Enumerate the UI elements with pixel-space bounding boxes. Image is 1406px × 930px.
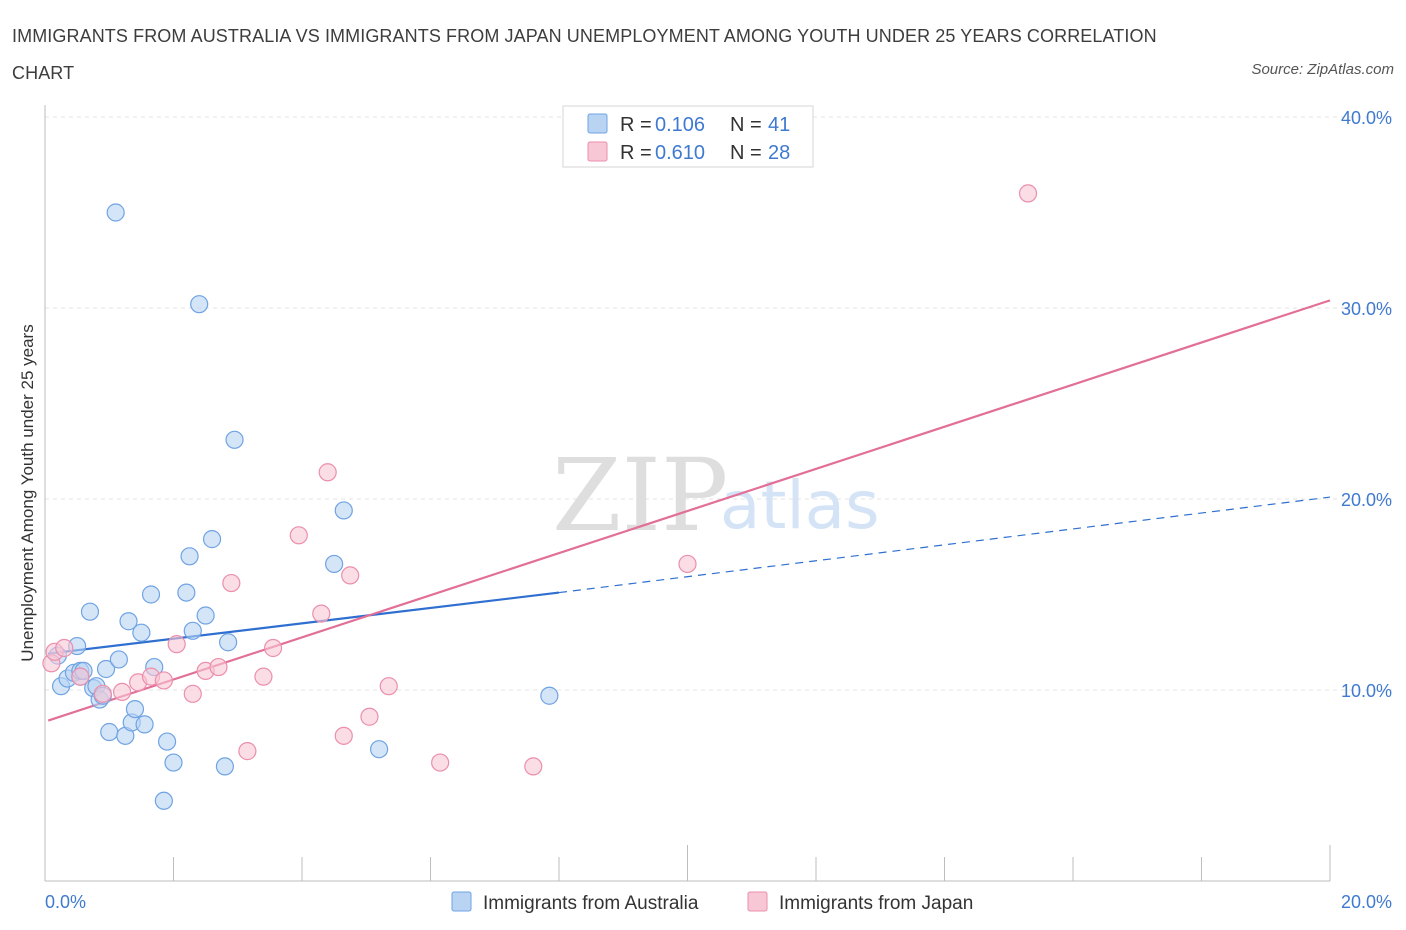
trend-line-1 <box>47 299 1331 722</box>
data-point-0-35 <box>219 633 238 652</box>
data-point-1-2 <box>55 638 74 658</box>
stats-legend: R = 0.106 N = 41 R = 0.610 N = 28 <box>562 105 814 168</box>
legend-n-value-1: 28 <box>768 142 790 164</box>
axes <box>44 105 1331 882</box>
data-point-0-33 <box>202 530 222 549</box>
data-point-0-9 <box>80 602 100 621</box>
data-point-0-34 <box>215 757 234 776</box>
watermark-atlas: atlas <box>720 467 880 544</box>
data-point-1-17 <box>289 526 308 545</box>
x-tick-label-1: 20.0% <box>1341 892 1392 912</box>
data-point-0-39 <box>370 740 389 759</box>
trend-line-0 <box>48 591 560 655</box>
bottom-legend-swatch-australia <box>451 891 472 912</box>
data-point-0-18 <box>119 612 138 631</box>
y-tick-label-0: 10.0% <box>1341 681 1392 701</box>
legend-n-label-1: N = <box>730 142 762 164</box>
data-point-0-21 <box>132 623 151 642</box>
x-tick-label-0: 0.0% <box>45 892 86 912</box>
bottom-legend-label-australia: Immigrants from Australia <box>483 893 699 914</box>
series-legend: Immigrants from Australia Immigrants fro… <box>451 891 973 914</box>
data-point-1-5 <box>112 682 132 702</box>
legend-r-label-1: R = <box>620 142 652 164</box>
data-point-0-13 <box>96 659 116 679</box>
data-point-0-29 <box>180 547 199 566</box>
data-point-1-9 <box>167 635 186 654</box>
data-point-1-13 <box>222 573 241 593</box>
data-point-0-40 <box>540 686 559 705</box>
watermark-zip: ZIP <box>552 437 728 554</box>
chart-title: IMMIGRANTS FROM AUSTRALIA VS IMMIGRANTS … <box>12 26 1157 83</box>
data-point-1-24 <box>431 753 450 772</box>
data-point-1-19 <box>318 463 337 482</box>
y-tick-label-1: 20.0% <box>1341 490 1392 510</box>
data-point-0-16 <box>109 650 128 669</box>
data-point-0-28 <box>177 583 196 602</box>
data-point-0-15 <box>106 203 125 222</box>
data-point-1-26 <box>678 554 697 574</box>
data-point-0-22 <box>135 715 154 734</box>
data-point-1-25 <box>524 757 543 776</box>
trend-lines <box>47 299 1331 722</box>
data-points <box>42 184 1038 810</box>
data-point-1-16 <box>263 638 283 658</box>
data-point-0-23 <box>141 585 161 604</box>
data-point-0-27 <box>164 753 183 772</box>
data-point-0-37 <box>325 554 344 574</box>
data-point-1-15 <box>254 667 273 686</box>
data-point-0-30 <box>183 621 202 640</box>
data-point-1-23 <box>379 677 398 696</box>
data-point-0-32 <box>196 606 215 625</box>
data-point-0-31 <box>190 295 209 314</box>
legend-r-value-1: 0.610 <box>655 142 705 164</box>
y-axis-label: Unemployment Among Youth under 25 years <box>18 324 37 661</box>
data-point-0-25 <box>154 791 173 810</box>
data-point-1-21 <box>341 566 360 585</box>
data-point-1-27 <box>1018 184 1038 203</box>
data-point-1-12 <box>209 657 228 677</box>
bottom-legend-swatch-japan <box>747 891 768 912</box>
legend-swatch-japan <box>587 141 608 162</box>
legend-swatch-australia <box>587 113 608 134</box>
data-point-1-10 <box>183 684 202 703</box>
data-point-0-36 <box>225 430 244 449</box>
data-point-1-8 <box>154 671 173 690</box>
y-tick-label-2: 30.0% <box>1341 299 1392 319</box>
data-point-1-3 <box>71 667 90 686</box>
watermark: ZIP atlas <box>552 437 880 554</box>
legend-n-value-0: 41 <box>768 114 790 136</box>
legend-n-label-0: N = <box>730 114 762 136</box>
data-point-0-20 <box>125 699 145 719</box>
data-point-1-14 <box>238 742 257 761</box>
y-tick-label-3: 40.0% <box>1341 108 1392 128</box>
source-label: Source: ZipAtlas.com <box>1251 61 1394 78</box>
tick-labels: 10.0% 20.0% 30.0% 40.0% 0.0% 20.0% <box>45 108 1392 912</box>
data-point-1-18 <box>312 604 331 623</box>
data-point-0-14 <box>100 722 119 742</box>
data-point-0-26 <box>157 732 177 751</box>
data-point-1-22 <box>360 707 379 726</box>
data-point-1-4 <box>93 684 112 703</box>
gridlines <box>45 116 1392 691</box>
trend-line-extension-0 <box>558 496 1331 594</box>
bottom-legend-label-japan: Immigrants from Japan <box>779 893 973 914</box>
legend-r-value-0: 0.106 <box>655 114 705 136</box>
legend-r-label-0: R = <box>620 114 652 136</box>
data-point-1-20 <box>334 726 353 745</box>
data-point-0-38 <box>334 501 353 520</box>
